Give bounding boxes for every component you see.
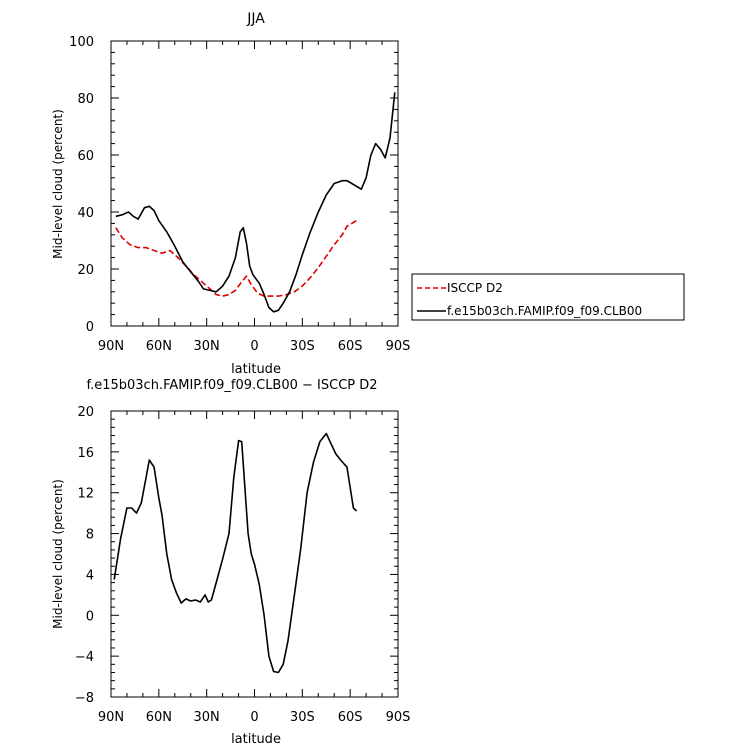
bottom-y-tick-label: −4 — [75, 650, 94, 665]
bottom-x-axis-label: latitude — [231, 732, 281, 747]
bottom-x-tick-label: 60S — [338, 710, 363, 725]
top-series-line-1 — [115, 92, 396, 313]
bottom-y-tick-label: −8 — [75, 691, 94, 706]
top-y-tick-label: 40 — [77, 206, 94, 221]
top-x-tick-label: 0 — [250, 339, 258, 354]
top-x-tick-label: 90S — [386, 339, 411, 354]
legend-label-isccp: ISCCP D2 — [447, 281, 503, 295]
top-x-tick-label: 90N — [98, 339, 124, 354]
bottom-x-tick-label: 30N — [194, 710, 220, 725]
bottom-series-line-0 — [113, 432, 358, 674]
top-series-line-0 — [115, 219, 357, 297]
bottom-y-tick-label: 0 — [86, 609, 94, 624]
bottom-y-tick-label: 4 — [86, 568, 94, 583]
legend-label-model: f.e15b03ch.FAMIP.f09_f09.CLB00 — [447, 304, 642, 318]
bottom-chart-title: f.e15b03ch.FAMIP.f09_f09.CLB00 − ISCCP D… — [86, 378, 377, 393]
bottom-y-tick-label: 12 — [77, 487, 94, 502]
top-x-tick-label: 30N — [194, 339, 220, 354]
legend-box — [411, 273, 685, 321]
top-plot-frame — [110, 40, 399, 327]
top-y-tick-label: 20 — [77, 263, 94, 278]
top-x-tick-label: 30S — [290, 339, 315, 354]
top-x-tick-label: 60N — [146, 339, 172, 354]
top-x-axis-label: latitude — [231, 362, 281, 377]
bottom-x-tick-label: 90N — [98, 710, 124, 725]
top-y-tick-label: 80 — [77, 92, 94, 107]
bottom-y-tick-label: 20 — [77, 405, 94, 420]
top-y-axis-label: Mid-level cloud (percent) — [51, 109, 65, 259]
top-panel: JJA 90N 60N 30N 0 30S 60S 90S 0 20 40 60 80 100 lati… — [51, 11, 410, 377]
bottom-y-tick-label: 16 — [77, 446, 94, 461]
bottom-x-tick-label: 60N — [146, 710, 172, 725]
bottom-x-tick-label: 0 — [250, 710, 258, 725]
bottom-x-tick-label: 90S — [386, 710, 411, 725]
top-y-tick-label: 0 — [86, 320, 94, 335]
top-y-tick-label: 60 — [77, 149, 94, 164]
bottom-y-tick-label: 8 — [86, 528, 94, 543]
bottom-plot-frame — [110, 410, 399, 698]
bottom-y-axis-label: Mid-level cloud (percent) — [51, 479, 65, 629]
top-plot-area: 90N 60N 30N 0 30S 60S 90S 0 20 40 60 80 100 — [69, 35, 410, 354]
top-chart-title: JJA — [246, 11, 265, 27]
bottom-plot-area: 90N 60N 30N 0 30S 60S 90S −8 −4 0 4 8 12 16 20 — [75, 405, 411, 725]
top-x-tick-label: 60S — [338, 339, 363, 354]
top-y-tick-label: 100 — [69, 35, 94, 50]
bottom-x-tick-label: 30S — [290, 710, 315, 725]
legend: ISCCP D2 f.e15b03ch.FAMIP.f09_f09.CLB00 — [411, 273, 685, 321]
bottom-panel: f.e15b03ch.FAMIP.f09_f09.CLB00 − ISCCP D… — [51, 378, 410, 747]
